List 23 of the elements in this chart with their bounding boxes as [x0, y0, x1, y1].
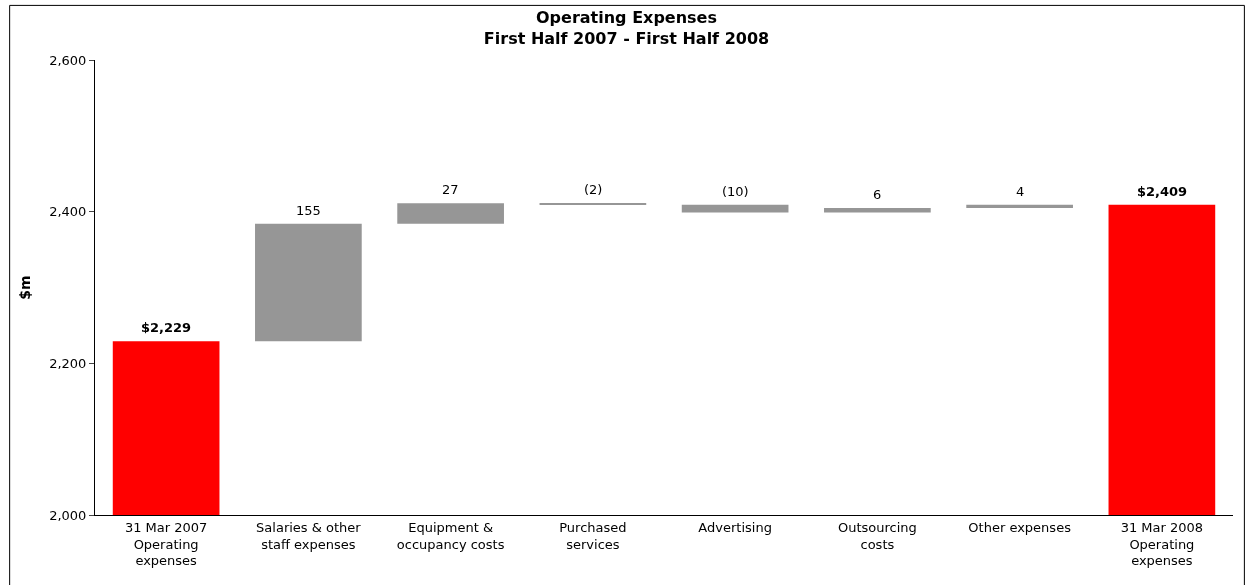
data-label: 27 [442, 182, 459, 197]
data-label: 155 [296, 203, 321, 218]
chart-title: Operating Expenses [536, 8, 717, 28]
x-tick-label: Other expenses [968, 519, 1072, 535]
y-tick-label: 2,600 [49, 52, 87, 68]
y-tick-label: 2,000 [49, 507, 87, 523]
data-label: $2,409 [1137, 184, 1188, 199]
y-axis-title: $m [16, 275, 33, 300]
x-tick-label: Salaries & other staff expenses [256, 519, 362, 552]
y-tick-label: 2,400 [49, 204, 87, 220]
data-label: (2) [584, 182, 603, 197]
data-label: $2,229 [141, 320, 192, 335]
x-tick-label: 31 Mar 2008 Operating expenses [1120, 519, 1204, 569]
data-label: (10) [722, 184, 749, 199]
data-label: 4 [1016, 184, 1025, 199]
data-label: 6 [873, 187, 882, 202]
chart-subtitle: First Half 2007 - First Half 2008 [483, 29, 770, 49]
x-tick-label: Outsourcing costs [837, 519, 917, 552]
y-tick-label: 2,200 [49, 355, 87, 371]
x-tick-label: Purchased services [559, 519, 627, 552]
x-tick-label: 31 Mar 2007 Operating expenses [124, 519, 208, 569]
x-tick-label: Equipment & occupancy costs [396, 519, 505, 552]
x-tick-label: Advertising [698, 519, 772, 535]
